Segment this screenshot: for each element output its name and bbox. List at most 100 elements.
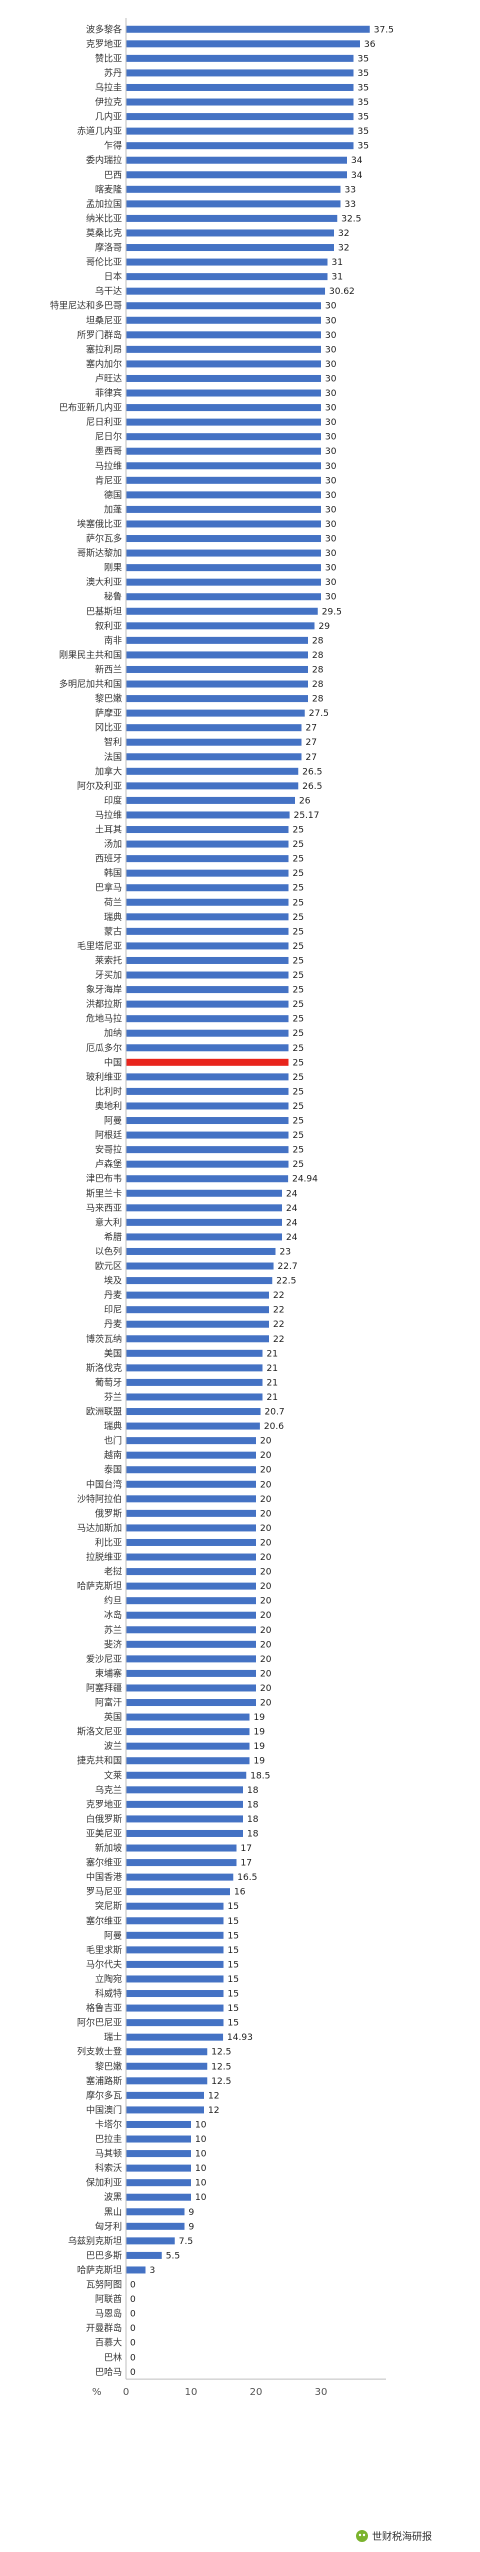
value-label: 28 xyxy=(312,651,324,661)
value-label: 30 xyxy=(325,447,337,457)
value-label: 18 xyxy=(247,1786,259,1796)
category-label: 波兰 xyxy=(104,1740,122,1752)
bar xyxy=(126,1044,289,1052)
value-label: 9 xyxy=(189,2208,195,2218)
value-label: 30 xyxy=(325,374,337,384)
value-label: 0 xyxy=(130,2368,136,2378)
value-label: 20.6 xyxy=(264,1422,284,1432)
value-label: 27 xyxy=(306,753,317,763)
bar xyxy=(126,447,321,455)
category-label: 斯里兰卡 xyxy=(86,1187,122,1199)
bar xyxy=(126,1713,250,1721)
value-label: 21 xyxy=(267,1393,278,1403)
value-label: 24 xyxy=(286,1204,298,1214)
bar xyxy=(126,2004,224,2012)
value-label: 0 xyxy=(130,2310,136,2320)
bar xyxy=(126,738,302,746)
value-label: 20 xyxy=(260,1568,272,1578)
category-label: 中国 xyxy=(104,1056,122,1068)
value-label: 20 xyxy=(260,1669,272,1679)
value-label: 12.5 xyxy=(211,2062,231,2072)
value-label: 21 xyxy=(267,1349,278,1359)
bar xyxy=(126,214,338,222)
value-label: 25 xyxy=(293,1058,304,1068)
value-label: 34 xyxy=(351,156,363,166)
category-label: 汤加 xyxy=(104,839,122,850)
value-label: 29 xyxy=(319,622,331,632)
bar xyxy=(126,2150,191,2158)
value-label: 15 xyxy=(228,1946,239,1956)
category-label: 欧元区 xyxy=(95,1260,122,1272)
bar xyxy=(126,2019,224,2027)
category-label: 土耳其 xyxy=(95,824,122,836)
bar xyxy=(126,1771,247,1779)
value-label: 30 xyxy=(325,564,337,574)
bar xyxy=(126,2062,208,2070)
category-label: 纳米比亚 xyxy=(86,212,122,224)
value-label: 22 xyxy=(273,1291,284,1301)
category-label: 巴布亚新几内亚 xyxy=(59,402,122,414)
bar xyxy=(126,1466,256,1474)
bar xyxy=(126,1568,256,1576)
bar xyxy=(126,665,308,673)
category-label: 阿尔巴尼亚 xyxy=(77,2017,122,2029)
value-label: 10 xyxy=(195,2164,207,2174)
category-label: 黑山 xyxy=(104,2207,122,2218)
value-label: 20 xyxy=(260,1553,272,1563)
category-label: 智利 xyxy=(104,736,122,748)
value-label: 24 xyxy=(286,1218,298,1228)
x-tick-label: 30 xyxy=(315,2387,328,2398)
x-tick-label: 0 xyxy=(123,2387,129,2398)
category-label: 尼日尔 xyxy=(95,431,122,443)
bar xyxy=(126,942,289,950)
value-label: 30 xyxy=(325,302,337,312)
category-label: 匈牙利 xyxy=(95,2220,122,2232)
value-label: 20 xyxy=(260,1437,272,1447)
bar xyxy=(126,1408,261,1416)
value-label: 30 xyxy=(325,316,337,326)
value-label: 15 xyxy=(228,1931,239,1941)
bar xyxy=(126,564,321,572)
category-label: 马达加斯加 xyxy=(77,1522,122,1534)
category-label: 多明尼加共和国 xyxy=(59,678,122,690)
value-label: 15 xyxy=(228,2019,239,2029)
value-label: 0 xyxy=(130,2324,136,2334)
category-label: 塞浦路斯 xyxy=(86,2075,122,2087)
value-label: 20 xyxy=(260,1524,272,1534)
category-label: 丹麦 xyxy=(104,1318,122,1330)
value-label: 19 xyxy=(254,1728,266,1738)
value-label: 12.5 xyxy=(211,2048,231,2058)
category-label: 巴拿马 xyxy=(95,882,122,894)
category-label: 瓦努阿图 xyxy=(86,2279,122,2291)
bar xyxy=(126,607,318,615)
category-label: 巴林 xyxy=(104,2351,122,2363)
bar xyxy=(126,1699,256,1707)
value-label: 20 xyxy=(260,1684,272,1694)
bar xyxy=(126,927,289,935)
x-tick-label: 20 xyxy=(250,2387,263,2398)
category-label: 沙特阿拉伯 xyxy=(77,1493,122,1505)
bar xyxy=(126,1218,282,1226)
value-labels-layer: 37.536353535353535353434333332.532323131… xyxy=(130,25,394,2378)
bar xyxy=(126,622,315,630)
bar xyxy=(126,956,289,964)
value-label: 25 xyxy=(293,986,304,996)
category-label: 刚果 xyxy=(104,563,122,574)
value-label: 22 xyxy=(273,1306,284,1316)
category-label: 牙买加 xyxy=(95,970,122,981)
value-label: 25 xyxy=(293,1131,304,1141)
category-label: 洪都拉斯 xyxy=(86,998,122,1010)
value-label: 22 xyxy=(273,1335,284,1345)
bar xyxy=(126,1873,234,1881)
category-label: 乌兹别克斯坦 xyxy=(68,2235,122,2247)
value-label: 12.5 xyxy=(211,2077,231,2087)
bar xyxy=(126,83,354,91)
value-label: 35 xyxy=(358,127,369,137)
bar xyxy=(126,549,321,557)
bar xyxy=(126,1422,260,1430)
category-label: 苏兰 xyxy=(104,1624,122,1636)
category-label: 欧洲联盟 xyxy=(86,1406,122,1418)
bar xyxy=(126,1029,289,1037)
value-label: 30 xyxy=(325,578,337,588)
bar xyxy=(126,1524,256,1532)
